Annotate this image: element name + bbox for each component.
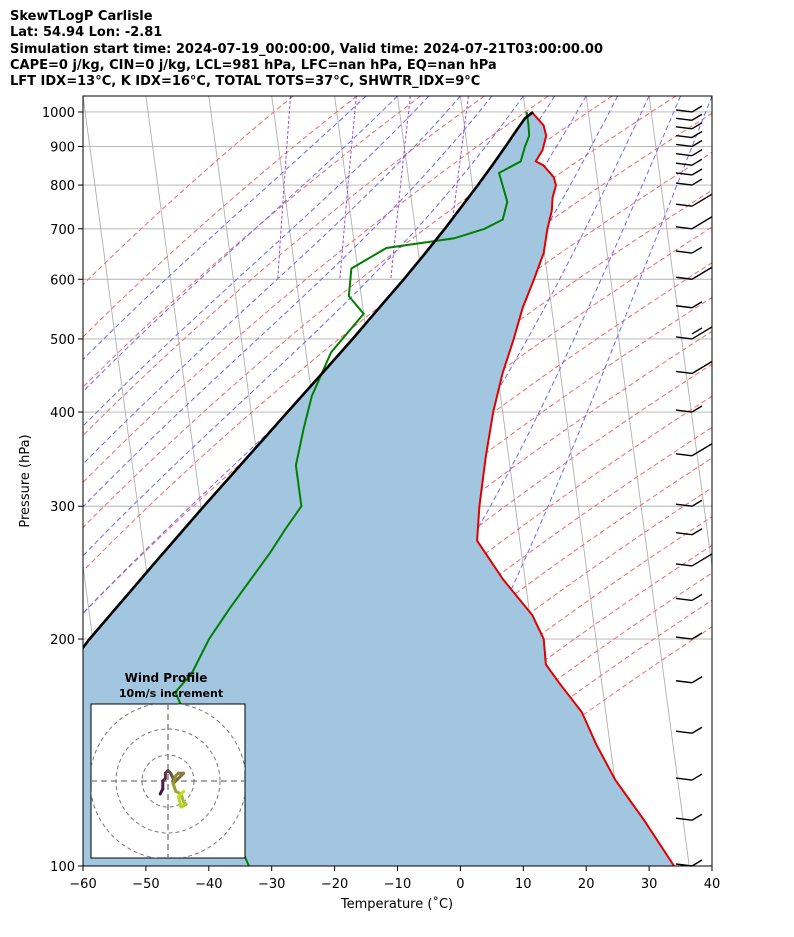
y-tick-label: 300: [50, 500, 75, 515]
dry-adiabat: [83, 96, 294, 286]
y-tick-label: 800: [50, 179, 75, 194]
wind-barb: [675, 193, 713, 207]
x-tick-label: −20: [321, 877, 348, 892]
wind-barb: [675, 178, 703, 186]
y-tick-label: 500: [50, 333, 75, 348]
wind-barb: [675, 105, 703, 113]
isotherm-line: [648, 96, 712, 570]
dewpoint-line: [174, 111, 531, 866]
location-coords: Lat: 54.94 Lon: -2.81: [10, 25, 163, 41]
wind-barb: [675, 216, 713, 230]
moist-adiabat: [83, 96, 524, 557]
isotherm-line: [585, 96, 690, 866]
wind-barb: [675, 266, 713, 280]
dry-adiabat: [83, 96, 677, 572]
x-tick-label: −60: [69, 877, 96, 892]
temperature-line: [476, 111, 675, 866]
dry-adiabat: [288, 544, 712, 866]
wind-barb: [675, 499, 703, 507]
index-parameters: LFT IDX=13°C, K IDX=16°C, TOTAL TOTS=37°…: [10, 74, 481, 90]
cin-shading: [83, 112, 675, 866]
hodograph-title: Wind Profile: [125, 671, 208, 685]
isotherm-line: [711, 96, 712, 100]
simulation-times: Simulation start time: 2024-07-19_00:00:…: [10, 41, 603, 57]
axes: −60 −50 −40 −30 −20 −10 0 10 20 30 40 1000 900 800 700…: [42, 106, 720, 892]
y-tick-label: 100: [50, 860, 75, 875]
x-tick-label: −40: [195, 877, 222, 892]
y-tick-label: 600: [50, 273, 75, 288]
x-axis-label: Temperature (˚C): [340, 896, 453, 912]
hodograph-subtitle: 10m/s increment: [119, 687, 223, 700]
wind-barb: [675, 301, 703, 309]
dry-adiabat: [255, 516, 712, 866]
chart-title: SkewTLogP Carlisle: [10, 9, 153, 24]
y-axis-label: Pressure (hPa): [18, 434, 33, 527]
y-tick-label: 400: [50, 406, 75, 421]
chart-header: SkewTLogP Carlisle Lat: 54.94 Lon: -2.81…: [10, 9, 603, 90]
parcel-line: [83, 110, 534, 650]
wind-barb: [675, 443, 713, 457]
x-tick-label: −50: [132, 877, 159, 892]
hodograph-segment: [176, 795, 183, 809]
wind-barb: [675, 326, 713, 340]
wind-barb: [675, 528, 703, 536]
moist-adiabat: [83, 96, 430, 427]
x-tick-label: 20: [578, 877, 595, 892]
wind-barb: [675, 158, 703, 166]
y-tick-label: 1000: [42, 106, 75, 121]
y-tick-label: 900: [50, 140, 75, 155]
y-tick-label: 700: [50, 223, 75, 238]
wind-barb: [675, 726, 703, 734]
x-tick-label: −30: [258, 877, 285, 892]
x-tick-label: 10: [515, 877, 532, 892]
wind-barb: [675, 676, 703, 684]
wind-barb: [675, 246, 703, 254]
wind-barb: [675, 113, 703, 121]
moist-adiabat: [83, 96, 398, 393]
y-tick-label: 200: [50, 633, 75, 648]
wind-barb: [675, 593, 703, 602]
sounding-profiles: [83, 110, 675, 866]
stability-parameters: CAPE=0 j/kg, CIN=0 j/kg, LCL=981 hPa, LF…: [10, 57, 497, 73]
dry-adiabat: [190, 457, 712, 866]
wind-barb: [675, 813, 703, 821]
x-tick-label: 0: [456, 877, 464, 892]
x-tick-label: 40: [704, 877, 721, 892]
x-tick-label: −10: [384, 877, 411, 892]
mixing-ratio-line: [277, 96, 292, 280]
wind-barb: [675, 168, 703, 176]
dry-adiabat: [83, 96, 549, 484]
moist-adiabat: [83, 96, 493, 508]
wind-barb: [675, 122, 703, 130]
hodograph-segment: [176, 789, 186, 799]
wind-barb: [675, 405, 703, 413]
wind-barb: [675, 632, 703, 640]
x-tick-label: 30: [641, 877, 658, 892]
mixing-ratio-line: [390, 96, 411, 280]
wind-barbs: [675, 105, 713, 867]
wind-barb: [675, 130, 703, 139]
wind-barb: [675, 149, 703, 157]
wind-barb: [675, 139, 703, 148]
dry-adiabat: [83, 112, 712, 615]
wind-barb: [675, 553, 713, 567]
moist-adiabat: [83, 96, 367, 361]
mixing-ratio-line: [339, 96, 357, 280]
moist-adiabat: [349, 96, 712, 866]
wind-barb: [675, 773, 703, 781]
dry-adiabat: [157, 426, 712, 866]
hodograph: Wind Profile 10m/s increment: [90, 671, 246, 859]
wind-barb: [675, 360, 713, 375]
